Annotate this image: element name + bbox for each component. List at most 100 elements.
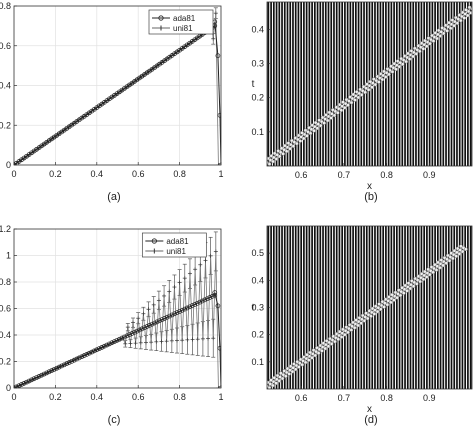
front-marker: [378, 307, 383, 312]
x-tick-label: 0.6: [295, 170, 308, 180]
front-marker: [392, 298, 396, 302]
ada81-marker: [84, 352, 90, 357]
front-marker: [267, 162, 272, 166]
front-marker: [407, 57, 412, 61]
y-tick-label: 0.5: [251, 248, 264, 258]
ada81-marker: [44, 370, 49, 376]
x-tick-label: 0.7: [338, 393, 351, 403]
front-marker: [312, 128, 316, 133]
x-tick-label: 0.9: [423, 393, 436, 403]
front-marker: [263, 159, 266, 162]
ada81-marker: [24, 379, 29, 385]
ada81-marker: [86, 350, 92, 356]
front-marker: [376, 80, 381, 84]
front-marker: [326, 344, 331, 349]
ada81-marker: [64, 361, 70, 366]
front-marker: [401, 291, 406, 295]
front-marker: [281, 151, 286, 156]
x-tick-label: 0.8: [173, 169, 186, 179]
front-marker: [373, 82, 378, 87]
ada81-marker: [142, 325, 147, 331]
ada81-marker: [202, 297, 208, 303]
front-marker: [342, 105, 347, 110]
x-tick-label: 0: [11, 392, 16, 402]
front-marker: [263, 383, 266, 386]
y-axis-label: t: [252, 79, 255, 90]
front-marker: [346, 330, 350, 335]
front-marker: [390, 69, 395, 74]
front-marker: [448, 26, 453, 31]
front-marker: [447, 258, 452, 263]
front-marker: [388, 300, 393, 305]
front-marker: [287, 372, 291, 376]
legend-uni81-label: uni81: [166, 247, 186, 256]
front-marker: [460, 249, 465, 254]
front-marker: [444, 261, 449, 265]
front-marker: [305, 134, 309, 138]
front-marker: [356, 323, 360, 328]
ada81-marker: [29, 377, 34, 383]
front-marker: [277, 379, 282, 383]
front-marker: [280, 376, 285, 381]
ada81-marker: [71, 357, 77, 363]
front-marker: [454, 254, 458, 259]
ada81-marker: [41, 371, 47, 377]
ada81-marker: [36, 374, 42, 379]
x-tick-label: 1: [218, 169, 223, 179]
ada81-marker: [69, 358, 75, 364]
ada81-marker: [167, 313, 172, 319]
x-tick-label: 0.6: [132, 169, 145, 179]
front-marker: [325, 118, 330, 123]
ada81-marker: [21, 381, 27, 386]
front-marker: [455, 21, 460, 25]
front-marker: [320, 348, 324, 353]
ada81-marker: [107, 341, 112, 347]
front-marker: [441, 263, 445, 268]
y-tick-label: 0.8: [0, 277, 11, 287]
front-marker: [342, 332, 347, 337]
front-marker: [387, 72, 391, 77]
front-marker: [284, 374, 288, 379]
front-marker: [405, 288, 409, 293]
front-marker: [397, 64, 402, 69]
legend-ada81-marker: [158, 15, 164, 21]
ada81-marker: [104, 342, 110, 348]
y-tick-label: 0.6: [0, 41, 11, 51]
ada81-marker: [164, 314, 170, 320]
front-marker: [329, 342, 334, 346]
ada81-marker: [76, 355, 82, 361]
y-tick-label: 0: [6, 383, 11, 393]
y-tick-label: 1.2: [0, 224, 11, 234]
front-marker: [346, 103, 350, 107]
front-marker: [451, 256, 455, 261]
y-tick-label: 0.2: [0, 357, 11, 367]
ada81-marker: [215, 303, 221, 309]
front-marker: [380, 77, 385, 82]
ada81-marker: [209, 294, 215, 299]
ada81-marker: [174, 310, 180, 315]
front-marker: [437, 265, 442, 270]
ada81-marker: [94, 347, 100, 353]
ada81-marker: [114, 338, 120, 343]
legend-ada81-marker: [151, 238, 157, 244]
y-axis-label: t: [252, 303, 255, 314]
x-tick-label: 0.2: [49, 169, 62, 179]
ada81-marker: [144, 324, 150, 329]
front-marker: [404, 59, 409, 64]
front-marker: [335, 110, 340, 115]
subplot-caption: (b): [364, 191, 377, 203]
front-marker: [323, 346, 328, 351]
front-marker: [313, 353, 318, 358]
front-marker: [428, 272, 432, 277]
subplot-caption: (a): [107, 191, 120, 203]
front-marker: [464, 247, 468, 252]
y-tick-label: 0.2: [251, 93, 264, 103]
x-tick-label: 0: [11, 169, 16, 179]
ada81-marker: [61, 362, 67, 368]
y-tick-label: 0.3: [251, 59, 264, 69]
ada81-marker: [179, 307, 185, 313]
front-marker: [370, 85, 374, 90]
front-marker: [298, 139, 303, 143]
